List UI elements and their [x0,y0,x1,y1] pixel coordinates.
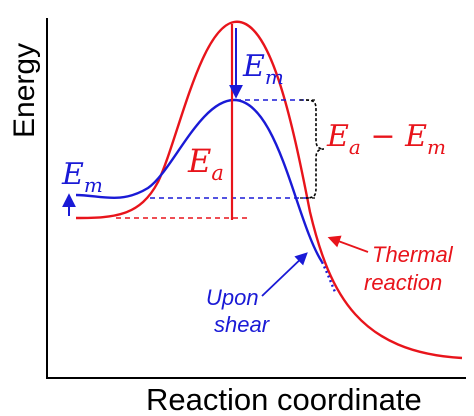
upon-shear-arrow [261,252,308,297]
x-axis-label: Reaction coordinate [146,382,422,416]
thermal-label-line2: reaction [364,270,442,295]
thermal-energy-curve [75,20,463,360]
shear-curve-extension [320,261,337,293]
curly-brace [305,99,325,199]
thermal-reaction-arrow [327,235,369,253]
thermal-label-line1: Thermal [372,242,454,267]
shear-energy-curve [75,98,324,263]
upon-shear-label-line1: Upon [206,285,259,310]
em-label-top: Em [242,49,284,89]
upon-shear-label-line2: shear [214,312,271,337]
y-axis-label: Energy [8,43,41,138]
ea-minus-em-label: Ea − Em [326,119,446,159]
ea-label: Ea [187,142,224,185]
em-label-left: Em [61,157,103,197]
